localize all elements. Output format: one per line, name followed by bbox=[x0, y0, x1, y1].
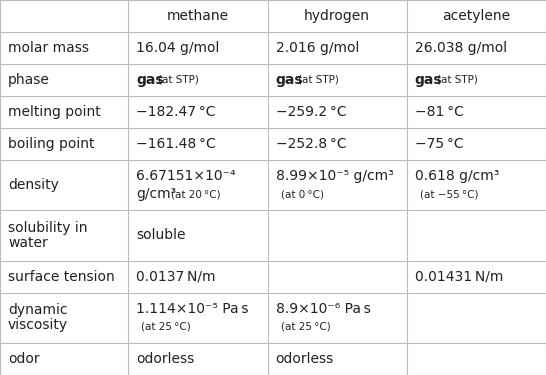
Text: (at 20 °C): (at 20 °C) bbox=[171, 189, 221, 199]
Text: g/cm³: g/cm³ bbox=[136, 187, 177, 201]
Text: −182.47 °C: −182.47 °C bbox=[136, 105, 216, 119]
Text: 0.0137 N/m: 0.0137 N/m bbox=[136, 270, 216, 284]
Text: acetylene: acetylene bbox=[442, 9, 511, 23]
Text: (at 25 °C): (at 25 °C) bbox=[141, 322, 191, 332]
Text: solubility in: solubility in bbox=[8, 221, 87, 235]
Text: hydrogen: hydrogen bbox=[304, 9, 370, 23]
Text: odorless: odorless bbox=[276, 352, 334, 366]
Text: (at STP): (at STP) bbox=[158, 75, 199, 85]
Text: (at STP): (at STP) bbox=[437, 75, 478, 85]
Text: 2.016 g/mol: 2.016 g/mol bbox=[276, 41, 359, 55]
Text: (at −55 °C): (at −55 °C) bbox=[420, 189, 478, 199]
Text: 8.9×10⁻⁶ Pa s: 8.9×10⁻⁶ Pa s bbox=[276, 302, 371, 316]
Text: soluble: soluble bbox=[136, 228, 186, 242]
Text: −259.2 °C: −259.2 °C bbox=[276, 105, 346, 119]
Text: (at 0 °C): (at 0 °C) bbox=[281, 189, 324, 199]
Text: 8.99×10⁻⁵ g/cm³: 8.99×10⁻⁵ g/cm³ bbox=[276, 169, 394, 183]
Text: surface tension: surface tension bbox=[8, 270, 115, 284]
Text: −81 °C: −81 °C bbox=[415, 105, 464, 119]
Text: melting point: melting point bbox=[8, 105, 101, 119]
Text: odor: odor bbox=[8, 352, 40, 366]
Text: methane: methane bbox=[167, 9, 229, 23]
Text: 1.114×10⁻⁵ Pa s: 1.114×10⁻⁵ Pa s bbox=[136, 302, 249, 316]
Text: dynamic: dynamic bbox=[8, 303, 68, 317]
Text: (at STP): (at STP) bbox=[298, 75, 339, 85]
Text: 16.04 g/mol: 16.04 g/mol bbox=[136, 41, 220, 55]
Text: −75 °C: −75 °C bbox=[415, 137, 464, 151]
Text: phase: phase bbox=[8, 73, 50, 87]
Text: −252.8 °C: −252.8 °C bbox=[276, 137, 346, 151]
Text: gas: gas bbox=[415, 73, 442, 87]
Text: 0.01431 N/m: 0.01431 N/m bbox=[415, 270, 503, 284]
Text: gas: gas bbox=[276, 73, 303, 87]
Text: boiling point: boiling point bbox=[8, 137, 94, 151]
Text: 26.038 g/mol: 26.038 g/mol bbox=[415, 41, 507, 55]
Text: gas: gas bbox=[136, 73, 164, 87]
Text: 6.67151×10⁻⁴: 6.67151×10⁻⁴ bbox=[136, 169, 236, 183]
Text: molar mass: molar mass bbox=[8, 41, 89, 55]
Text: (at 25 °C): (at 25 °C) bbox=[281, 322, 330, 332]
Text: water: water bbox=[8, 236, 48, 250]
Text: odorless: odorless bbox=[136, 352, 195, 366]
Text: viscosity: viscosity bbox=[8, 318, 68, 332]
Text: 0.618 g/cm³: 0.618 g/cm³ bbox=[415, 169, 499, 183]
Text: density: density bbox=[8, 178, 59, 192]
Text: −161.48 °C: −161.48 °C bbox=[136, 137, 216, 151]
